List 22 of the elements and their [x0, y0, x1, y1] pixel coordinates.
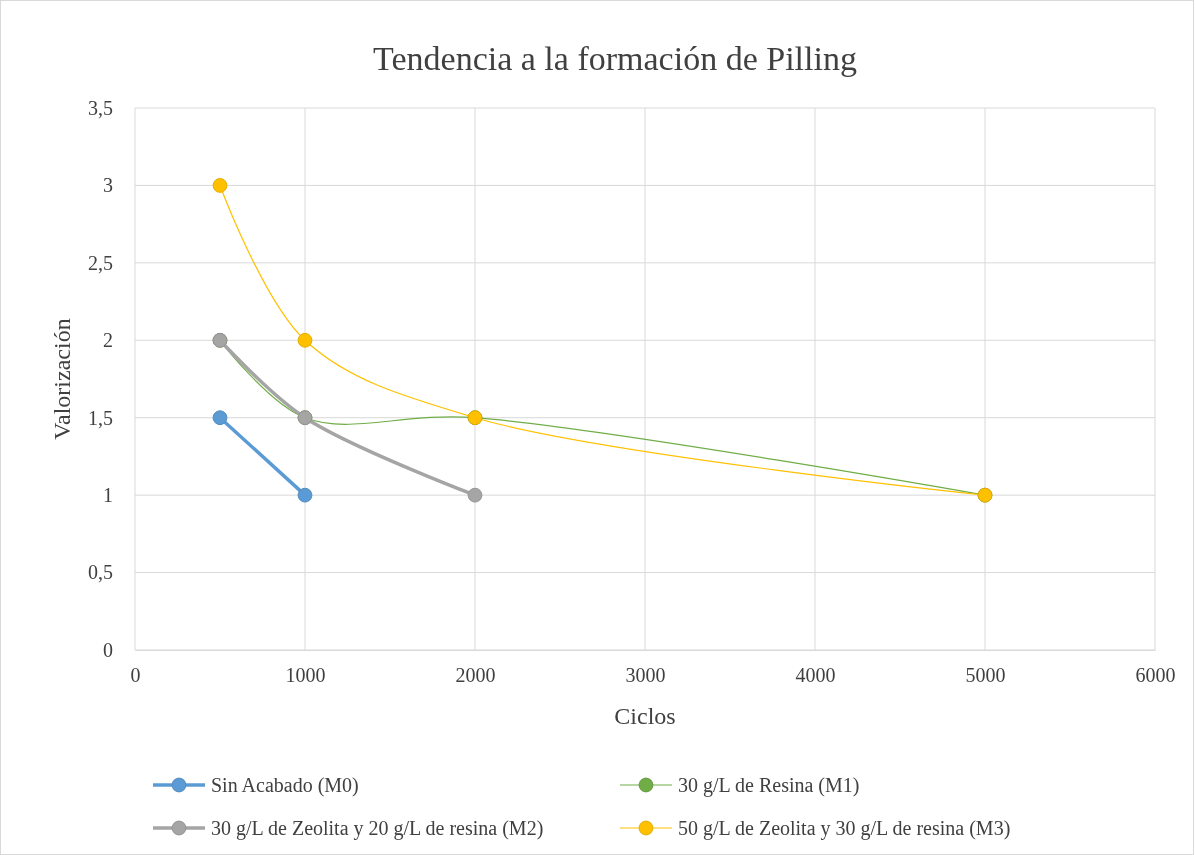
- legend-label: 30 g/L de Zeolita y 20 g/L de resina (M2): [211, 817, 544, 840]
- y-tick-label: 3,5: [88, 96, 113, 119]
- x-axis-title: Ciclos: [614, 703, 676, 729]
- y-tick-label: 2,5: [88, 251, 113, 274]
- y-tick-label: 1,5: [88, 406, 113, 429]
- chart-title: Tendencia a la formación de Pilling: [373, 40, 857, 77]
- x-tick-label: 4000: [795, 664, 836, 687]
- y-tick-label: 2: [103, 329, 113, 352]
- y-axis-title: Valorización: [49, 318, 75, 440]
- x-tick-label: 0: [130, 664, 141, 687]
- x-tick-label: 6000: [1135, 664, 1176, 687]
- x-tick-label: 5000: [965, 664, 1006, 687]
- x-tick-label: 3000: [625, 664, 666, 687]
- x-tick-label: 1000: [285, 664, 326, 687]
- legend-label: 50 g/L de Zeolita y 30 g/L de resina (M3): [678, 817, 1011, 840]
- y-tick-label: 1: [103, 484, 113, 507]
- y-tick-label: 0,5: [88, 561, 113, 584]
- x-tick-label: 2000: [455, 664, 496, 687]
- y-tick-label: 0: [103, 638, 113, 661]
- legend-label: Sin Acabado (M0): [211, 774, 359, 797]
- legend-label: 30 g/L de Resina (M1): [678, 774, 860, 797]
- y-tick-label: 3: [103, 174, 113, 197]
